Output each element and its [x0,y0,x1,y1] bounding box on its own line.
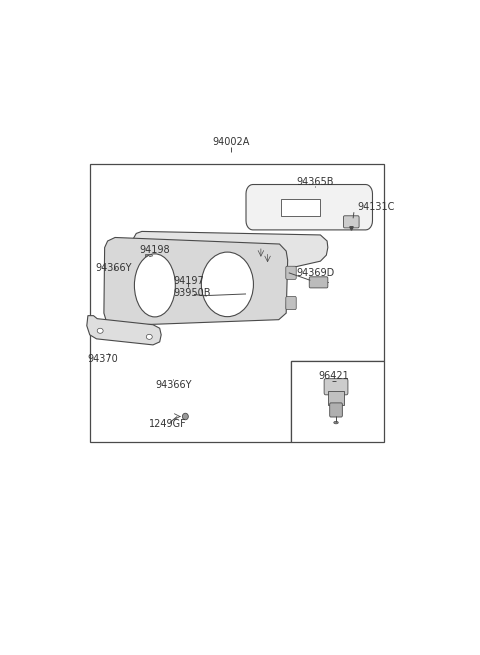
Bar [145,254,149,261]
Text: 93950B: 93950B [173,288,211,298]
Ellipse shape [202,252,253,316]
FancyBboxPatch shape [309,277,328,288]
Ellipse shape [146,334,152,339]
Ellipse shape [251,252,259,261]
FancyBboxPatch shape [286,266,296,279]
Text: 94198: 94198 [140,245,170,255]
Polygon shape [104,238,288,326]
Polygon shape [246,185,372,230]
FancyBboxPatch shape [281,199,321,215]
FancyBboxPatch shape [328,391,344,405]
Text: 94131C: 94131C [358,202,395,212]
Ellipse shape [182,413,188,420]
FancyBboxPatch shape [330,403,342,417]
Text: 94197: 94197 [173,276,204,286]
Text: 94370: 94370 [87,354,118,364]
FancyBboxPatch shape [344,215,359,228]
Polygon shape [87,316,161,345]
Text: 96421: 96421 [318,371,349,381]
FancyBboxPatch shape [324,379,348,395]
Polygon shape [128,231,328,301]
Text: 1249GF: 1249GF [149,419,187,429]
Ellipse shape [97,328,103,333]
Text: 94366Y: 94366Y [155,380,192,390]
Ellipse shape [263,252,271,261]
Ellipse shape [134,254,175,317]
FancyBboxPatch shape [290,361,384,441]
Text: 94002A: 94002A [213,137,250,147]
Bar [150,254,155,261]
Polygon shape [90,164,384,441]
Text: 94369D: 94369D [296,268,335,278]
Text: 94366Y: 94366Y [96,263,132,272]
Ellipse shape [334,421,338,424]
Text: 94365B: 94365B [296,177,334,187]
FancyBboxPatch shape [286,297,296,310]
